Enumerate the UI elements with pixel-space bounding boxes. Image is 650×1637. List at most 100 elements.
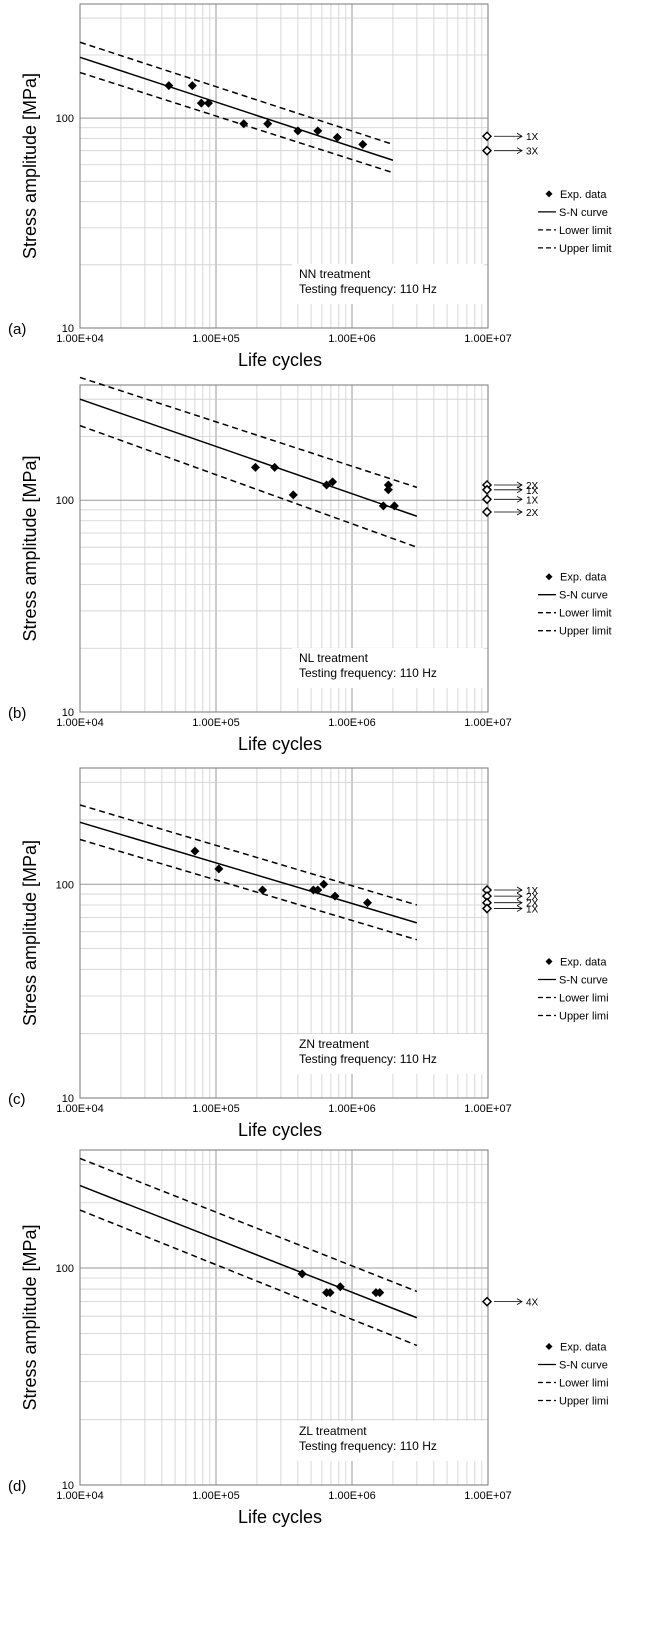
runout-point xyxy=(481,1296,493,1307)
legend-marker xyxy=(545,573,553,581)
runout-point xyxy=(481,903,493,914)
treatment-label: NN treatment xyxy=(299,267,371,281)
x-tick-label: 1.00E+06 xyxy=(328,333,375,345)
frequency-label: Testing frequency: 110 Hz xyxy=(299,1052,437,1066)
data-point xyxy=(389,501,399,511)
y-axis-label: Stress amplitude [MPa] xyxy=(20,840,40,1026)
data-point xyxy=(263,119,273,129)
plot-frame xyxy=(79,1149,489,1486)
legend-label: Upper limi xyxy=(559,1010,609,1022)
plot-frame xyxy=(79,384,489,713)
limit-line xyxy=(79,1209,418,1347)
legend-label: S-N curve xyxy=(559,974,608,986)
data-point xyxy=(214,864,224,874)
legend-label: Lower limi xyxy=(559,1377,609,1389)
runout-point xyxy=(481,506,493,518)
data-point xyxy=(383,480,393,490)
runout-arrow-head xyxy=(516,1298,523,1305)
data-point xyxy=(297,1269,307,1279)
data-point xyxy=(164,81,174,91)
runout-label: 2X xyxy=(526,892,539,903)
panel-label: (a) xyxy=(8,321,26,338)
data-point xyxy=(375,1288,385,1298)
limit-line xyxy=(79,41,394,146)
runout-label: 4X xyxy=(526,1298,539,1309)
data-point xyxy=(335,1282,345,1292)
runout-point xyxy=(481,145,493,156)
x-tick-label: 1.00E+05 xyxy=(192,333,239,345)
runout-arrow-head xyxy=(516,486,523,494)
limit-line xyxy=(79,838,418,941)
data-point xyxy=(258,885,268,895)
data-point xyxy=(196,98,206,108)
annotation-box xyxy=(292,1421,484,1461)
data-point xyxy=(270,462,280,472)
legend-label: Lower limi xyxy=(559,992,609,1004)
annotation-box xyxy=(292,648,484,688)
x-tick-label: 1.00E+06 xyxy=(328,1103,375,1115)
limit-line xyxy=(79,804,418,906)
data-point xyxy=(325,1288,335,1298)
runout-arrow-head xyxy=(516,508,523,516)
runout-arrow-head xyxy=(516,147,523,155)
runout-label: 1X xyxy=(526,132,539,143)
y-tick-label: 10 xyxy=(62,707,74,719)
runout-point xyxy=(481,494,493,505)
runout-point xyxy=(481,131,493,142)
data-point xyxy=(293,126,303,136)
y-tick-label: 100 xyxy=(56,495,74,507)
runout-label: 3X xyxy=(526,147,539,158)
sn-curve-line xyxy=(79,1184,418,1319)
chart-panel-1 xyxy=(79,376,556,713)
x-tick-label: 1.00E+07 xyxy=(464,717,511,729)
x-axis-label: Life cycles xyxy=(238,1120,322,1140)
sn-curve-line xyxy=(79,56,394,161)
x-tick-label: 1.00E+05 xyxy=(192,717,239,729)
legend-label: Exp. data xyxy=(560,189,607,201)
legend-marker xyxy=(545,957,553,965)
frequency-label: Testing frequency: 110 Hz xyxy=(299,282,437,296)
plot-frame xyxy=(79,3,489,329)
y-tick-label: 10 xyxy=(62,1093,74,1105)
runout-label: 1X xyxy=(526,486,539,497)
x-tick-label: 1.00E+07 xyxy=(464,1103,511,1115)
legend-label: S-N curve xyxy=(559,1359,608,1371)
data-point xyxy=(288,490,298,500)
runout-label: 2X xyxy=(526,481,539,492)
runout-arrow-head xyxy=(516,132,523,140)
sn-curve-line xyxy=(79,398,418,517)
limit-line xyxy=(79,376,418,489)
data-point xyxy=(239,119,249,129)
runout-label: 1X xyxy=(526,905,539,916)
runout-arrow-head xyxy=(516,886,523,894)
data-point xyxy=(322,480,332,490)
data-point xyxy=(328,477,338,487)
x-axis-label: Life cycles xyxy=(238,1507,322,1527)
legend-label: Lower limit xyxy=(559,225,612,237)
y-axis-label: Stress amplitude [MPa] xyxy=(20,73,40,259)
x-tick-label: 1.00E+07 xyxy=(464,1490,511,1502)
data-point xyxy=(383,485,393,495)
x-tick-label: 1.00E+07 xyxy=(464,333,511,345)
y-tick-label: 100 xyxy=(56,1263,74,1275)
limit-line xyxy=(79,71,394,174)
legend-label: Upper limit xyxy=(559,243,612,255)
frequency-label: Testing frequency: 110 Hz xyxy=(299,1439,437,1453)
treatment-label: NL treatment xyxy=(299,651,369,665)
y-tick-label: 10 xyxy=(62,323,74,335)
legend-marker xyxy=(545,1342,553,1350)
panel-label: (c) xyxy=(8,1091,26,1108)
annotation-box xyxy=(292,1034,484,1074)
panel-label: (d) xyxy=(8,1478,26,1495)
x-tick-label: 1.00E+04 xyxy=(56,1490,103,1502)
chart-panel-0 xyxy=(79,3,556,329)
plot-frame xyxy=(79,767,489,1099)
chart-panel-3 xyxy=(79,1149,556,1486)
x-tick-label: 1.00E+06 xyxy=(328,717,375,729)
runout-label: 1X xyxy=(526,495,539,506)
legend-label: Upper limit xyxy=(559,626,612,638)
runout-arrow-head xyxy=(516,892,523,900)
x-tick-label: 1.00E+04 xyxy=(56,333,103,345)
data-point xyxy=(187,81,197,91)
chart-panel-2 xyxy=(79,767,556,1099)
